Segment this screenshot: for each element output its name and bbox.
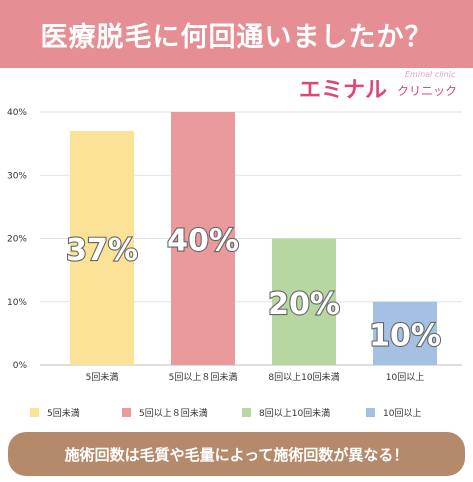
clinic-logo: Eminal clinic エミナル クリニック xyxy=(299,70,459,103)
legend-swatch xyxy=(30,408,39,417)
x-category-label: 5回以上８回未満 xyxy=(169,371,238,383)
bar xyxy=(70,130,134,365)
logo-main-text: エミナル xyxy=(299,78,388,103)
logo-english-text: Eminal clinic xyxy=(405,70,456,79)
y-tick-label: 40% xyxy=(7,108,27,118)
legend-swatch xyxy=(242,408,251,417)
logo-sub-text: クリニック xyxy=(397,84,458,98)
footer-note: 施術回数は毛質や毛量によって施術回数が異なる！ xyxy=(8,432,465,476)
bar xyxy=(373,301,437,365)
legend-label: 10回以上 xyxy=(383,409,422,419)
legend-label: 5回未満 xyxy=(47,409,80,419)
x-category-label: 8回以上10回未満 xyxy=(268,371,339,383)
bar-data-label: 10% xyxy=(369,318,441,353)
bar-data-label: 40% xyxy=(167,224,239,259)
legend-item: 5回以上８回未満 xyxy=(122,406,208,419)
legend-item: 10回以上 xyxy=(366,406,421,419)
bar-chart: 0% 10% 20% 30% 40% 37% 5回未満 40% 5回以上８回未満 20% 8回以上1… xyxy=(7,108,462,383)
y-tick-label: 20% xyxy=(7,235,27,245)
y-tick-label: 10% xyxy=(7,298,27,308)
footer-text: 施術回数は毛質や毛量によって施術回数が異なる！ xyxy=(64,445,409,464)
bar-data-label: 20% xyxy=(268,287,340,322)
legend-swatch xyxy=(366,408,375,417)
y-tick-label: 0% xyxy=(13,361,28,371)
x-category-label: 5回未満 xyxy=(86,371,119,383)
x-category-label: 10回以上 xyxy=(386,372,424,383)
legend-label: 5回以上８回未満 xyxy=(139,409,208,419)
bar xyxy=(171,112,235,365)
bar-data-label: 37% xyxy=(66,233,138,268)
legend-label: 8回以上10回未満 xyxy=(259,409,331,419)
header-banner: 医療脱毛に何回通いましたか？ xyxy=(0,0,473,68)
chart-legend: 5回未満 5回以上８回未満 8回以上10回未満 10回以上 xyxy=(30,406,460,422)
y-tick-label: 30% xyxy=(7,171,27,181)
bar xyxy=(272,238,336,365)
page-title: 医療脱毛に何回通いましたか？ xyxy=(40,21,433,53)
legend-item: 5回未満 xyxy=(30,406,80,419)
legend-swatch xyxy=(122,408,131,417)
legend-item: 8回以上10回未満 xyxy=(242,406,330,419)
